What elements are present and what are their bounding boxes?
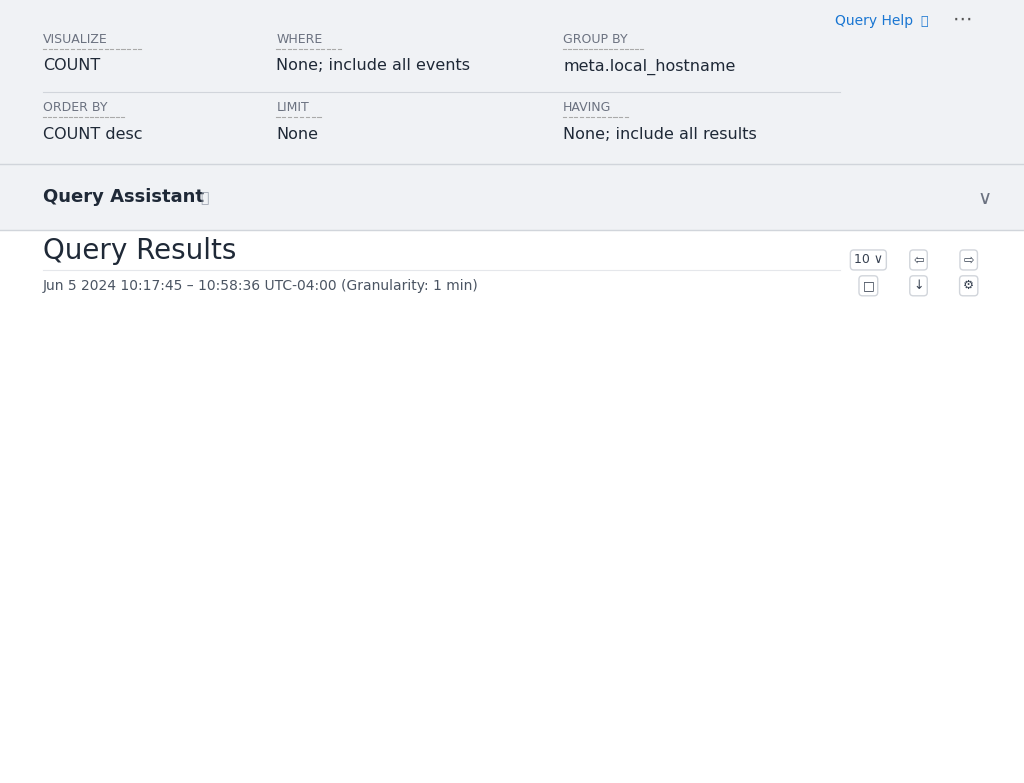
Text: ⓘ: ⓘ [201,191,209,205]
Text: None; include all events: None; include all events [276,59,470,74]
Text: VISUALIZE: VISUALIZE [43,33,108,46]
Bar [697,309,817,752]
Text: HAVING: HAVING [563,101,611,114]
Text: ⇦: ⇦ [913,254,924,266]
Text: WHERE: WHERE [276,33,323,46]
Text: ⋯: ⋯ [952,10,972,29]
Text: meta.local_hostname: meta.local_hostname [563,59,735,74]
Text: COUNT desc: COUNT desc [43,127,142,142]
Text: ⇨: ⇨ [964,254,974,266]
Text: honeycomb/environments/dogfood-: honeycomb/environments/dogfood- [573,384,784,398]
Text: 10 ∨: 10 ∨ [854,254,883,266]
Text: ⓘ: ⓘ [921,15,928,28]
Text: COUNT: COUNT [43,59,100,74]
Text: eu1/datasets/beagle/result/yi-…: eu1/datasets/beagle/result/yi-… [573,406,763,419]
Text: Jun 5 2024 10:17:45 – 10:58:36 UTC-04:00 (Granularity: 1 min): Jun 5 2024 10:17:45 – 10:58:36 UTC-04:00… [43,279,479,293]
Text: None: None [276,127,318,142]
Text: https://ui.kibble-eu1.honeycomb.io/: https://ui.kibble-eu1.honeycomb.io/ [573,363,783,376]
FancyBboxPatch shape [855,36,1002,99]
Text: of Commits: of Commits [573,337,649,350]
Text: □: □ [862,280,874,292]
Y-axis label: COUNT: COUNT [15,504,31,557]
Text: None; include all results: None; include all results [563,127,757,142]
FancyBboxPatch shape [545,262,848,424]
Text: Query Assistant: Query Assistant [43,188,204,206]
Text: ∨: ∨ [978,189,992,208]
Text: Query Results: Query Results [43,237,237,265]
Text: Query Help: Query Help [835,14,912,28]
Text: ↓: ↓ [913,280,924,292]
Text: ⚙: ⚙ [964,280,974,292]
Text: [dogfood-eu1] Beagle: Lack: [dogfood-eu1] Beagle: Lack [636,312,820,326]
Text: ORDER BY: ORDER BY [43,101,108,114]
Text: LIMIT: LIMIT [276,101,309,114]
Text: 2024-06-05 10:42 UTC-04:00: 2024-06-05 10:42 UTC-04:00 [573,280,765,294]
Text: Trigger:: Trigger: [573,312,632,326]
Text: Run Query: Run Query [876,59,982,76]
Text: GROUP BY: GROUP BY [563,33,628,46]
